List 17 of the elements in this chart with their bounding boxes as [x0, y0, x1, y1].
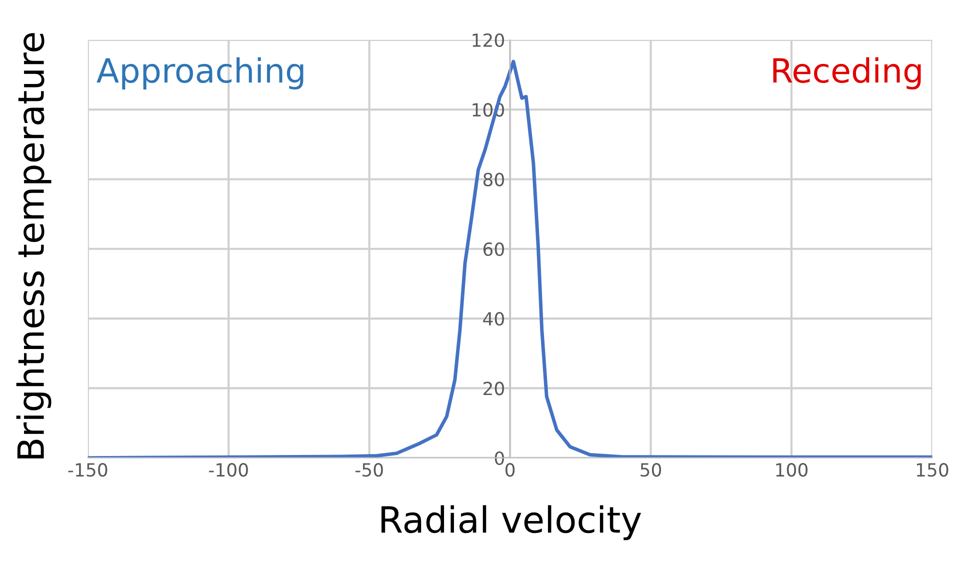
annotation: Approaching [96, 57, 304, 90]
annotation: Receding [773, 57, 921, 90]
x-axis-title: Radial velocity [382, 505, 642, 540]
y-tick-label: 60 [483, 242, 504, 256]
y-tick-label: 40 [483, 312, 504, 326]
x-tick-label: -50 [355, 463, 383, 477]
x-tick-label: -150 [68, 463, 108, 477]
y-tick-label: 20 [484, 382, 504, 396]
x-tick-label: -100 [209, 463, 248, 477]
x-tick-label: 50 [640, 463, 662, 477]
y-tick-label: 0 [494, 451, 504, 465]
x-tick-label: 100 [776, 463, 808, 477]
x-tick-label: 0 [505, 463, 515, 477]
x-tick-label: 150 [916, 463, 948, 477]
y-axis-title: Brightness temperature [16, 33, 52, 458]
y-tick-label: 120 [472, 33, 504, 48]
y-tick-label: 80 [483, 172, 504, 186]
